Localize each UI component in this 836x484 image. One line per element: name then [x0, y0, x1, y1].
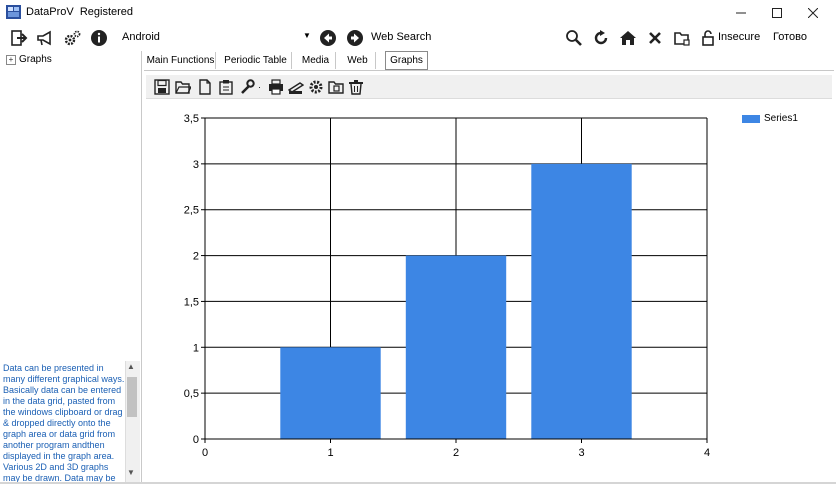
legend-series-label: Series1 — [764, 113, 798, 124]
y-tick-label: 1,5 — [184, 296, 199, 308]
y-tick-label: 0,5 — [184, 388, 199, 400]
search-icon[interactable] — [564, 28, 584, 48]
close-button[interactable] — [798, 0, 828, 25]
y-tick-label: 2 — [193, 251, 199, 263]
bar — [405, 255, 507, 439]
scroll-down-icon[interactable]: ▼ — [127, 468, 135, 477]
scrollbar-thumb[interactable] — [127, 377, 137, 417]
registration-status: Registered — [79, 6, 134, 18]
stop-icon[interactable] — [645, 28, 665, 48]
minimize-icon — [736, 12, 746, 13]
minimize-button[interactable] — [726, 0, 756, 25]
x-tick-label: 3 — [578, 447, 584, 459]
tree-item-graphs[interactable]: Graphs — [19, 54, 52, 65]
new-document-icon[interactable] — [196, 78, 214, 96]
chart-bars — [280, 163, 632, 439]
refresh-icon[interactable] — [591, 28, 611, 48]
chart-axes — [201, 117, 708, 443]
export-icon[interactable] — [327, 78, 345, 96]
x-tick-label: 1 — [327, 447, 333, 459]
folder-icon[interactable] — [672, 28, 692, 48]
x-tick-label: 4 — [704, 447, 710, 459]
save-icon[interactable] — [153, 78, 171, 96]
open-folder-icon[interactable] — [174, 78, 192, 96]
app-logo-icon — [6, 5, 21, 19]
lock-icon[interactable] — [698, 28, 718, 48]
gear-icon[interactable] — [307, 78, 325, 96]
web-search-button[interactable]: Web Search — [371, 31, 432, 43]
scroll-up-icon[interactable]: ▲ — [127, 362, 135, 371]
maximize-icon — [772, 7, 782, 18]
dropdown-dot-icon[interactable]: · — [258, 82, 261, 92]
home-icon[interactable] — [618, 28, 638, 48]
bar — [531, 163, 632, 439]
tree-expand-toggle[interactable]: + — [6, 55, 16, 65]
info-icon[interactable] — [89, 28, 109, 48]
legend-swatch — [742, 115, 760, 123]
close-icon — [808, 7, 818, 18]
graph-toolbar — [146, 75, 832, 99]
tab-divider — [144, 70, 834, 71]
security-status: Insecure — [718, 31, 761, 43]
tab-graphs[interactable]: Graphs — [385, 51, 428, 70]
bar-chart[interactable]: 0 0,5 1 1,5 2 2,5 3 3,5 0 1 2 3 4 — [144, 100, 836, 484]
y-tick-label: 2,5 — [184, 205, 199, 217]
settings-icon[interactable] — [62, 28, 82, 48]
app-title: DataProV — [26, 6, 74, 18]
tab-periodic-table[interactable]: Periodic Table — [220, 52, 292, 69]
print-icon[interactable] — [267, 78, 285, 96]
left-panel — [0, 51, 142, 484]
title-bar — [0, 0, 836, 25]
trash-icon[interactable] — [347, 78, 365, 96]
y-tick-label: 1 — [193, 342, 199, 354]
y-tick-label: 0 — [193, 434, 199, 446]
main-toolbar — [0, 25, 836, 50]
bar — [280, 347, 381, 439]
chart-tick-labels: 0 0,5 1 1,5 2 2,5 3 3,5 0 1 2 3 4 — [184, 113, 710, 459]
tab-web[interactable]: Web — [340, 52, 376, 69]
x-tick-label: 2 — [453, 447, 459, 459]
window-bottom-edge — [0, 482, 836, 484]
back-icon[interactable] — [318, 28, 338, 48]
megaphone-icon[interactable] — [35, 28, 55, 48]
x-tick-label: 0 — [202, 447, 208, 459]
clipboard-icon[interactable] — [217, 78, 235, 96]
wrench-icon[interactable] — [238, 78, 256, 96]
ready-status: Готово — [773, 31, 807, 43]
tab-main-functions[interactable]: Main Functions — [146, 52, 216, 69]
chevron-down-icon[interactable]: ▼ — [303, 31, 311, 40]
forward-icon[interactable] — [345, 28, 365, 48]
window-title: DataProV Registered — [26, 6, 133, 18]
tab-media[interactable]: Media — [296, 52, 336, 69]
device-combobox-value: Android — [122, 31, 160, 43]
scanner-icon[interactable] — [287, 78, 305, 96]
maximize-button[interactable] — [762, 0, 792, 25]
y-tick-label: 3,5 — [184, 113, 199, 125]
y-tick-label: 3 — [193, 159, 199, 171]
help-description: Data can be presented in many different … — [3, 363, 125, 483]
exit-icon[interactable] — [9, 28, 29, 48]
